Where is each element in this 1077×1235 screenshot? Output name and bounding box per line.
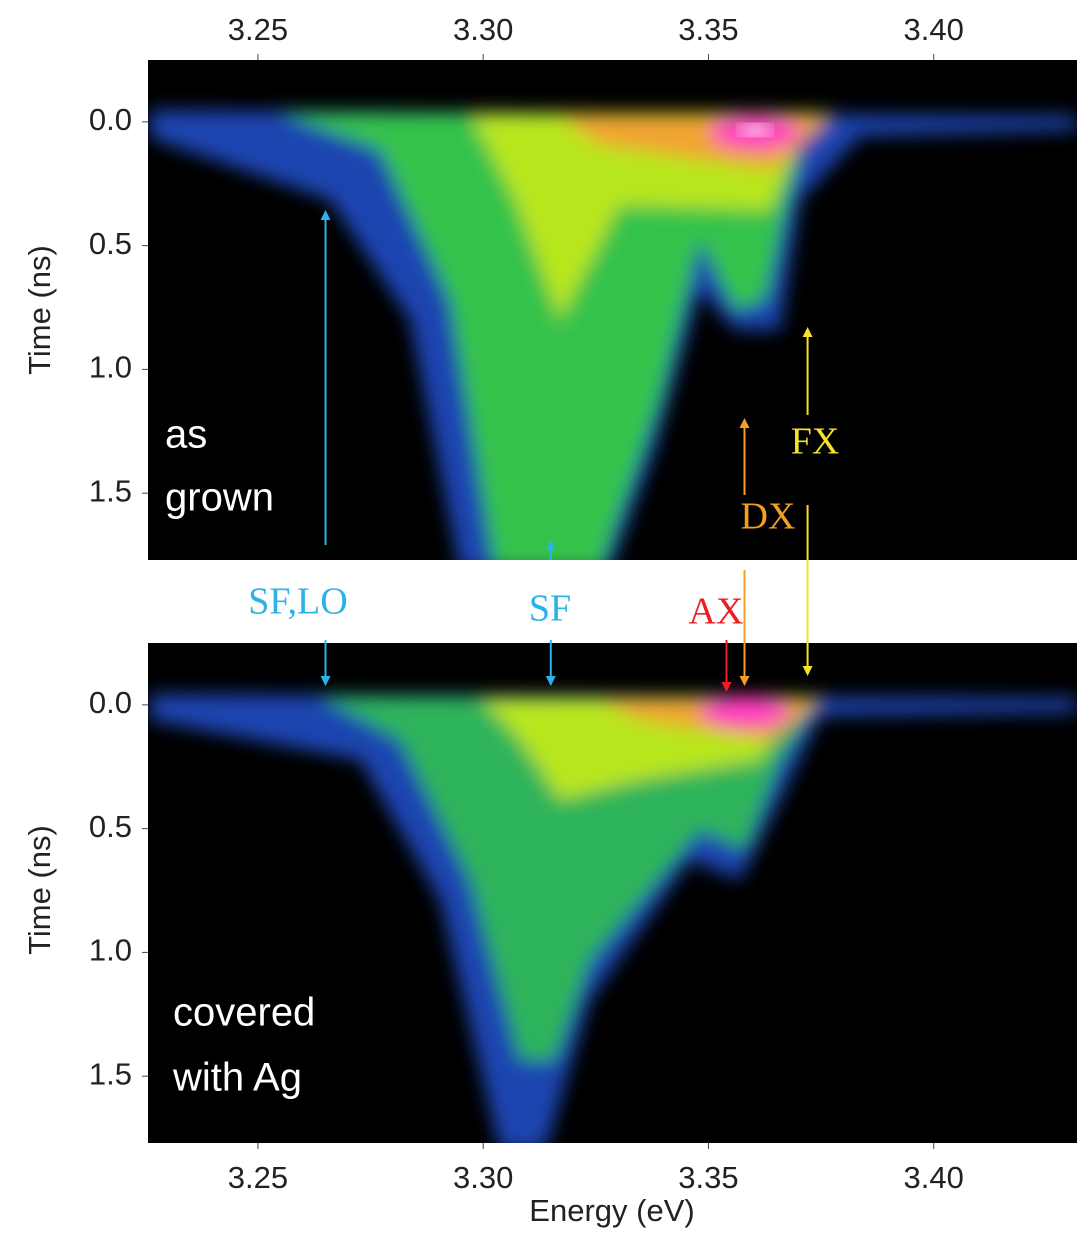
arrow-head <box>721 682 732 692</box>
arrow-head <box>739 418 750 428</box>
arrow-head <box>320 210 331 220</box>
panel-label: as <box>165 413 207 457</box>
arrow-head <box>739 676 750 686</box>
arrow-head <box>802 666 813 676</box>
panel-label: grown <box>165 476 274 520</box>
x-tick-label: 3.30 <box>453 1160 513 1195</box>
y-tick-label: 1.5 <box>89 1056 132 1091</box>
x-tick-label: 3.40 <box>904 1160 964 1195</box>
heatmap-bottom <box>148 643 1077 1143</box>
arrow-head <box>320 676 331 686</box>
x-tick-label: 3.35 <box>678 12 738 47</box>
annotation-label: AX <box>689 591 744 633</box>
annotation-label: DX <box>741 496 796 538</box>
annotation-label: SF,LO <box>248 581 347 623</box>
x-tick-label: 3.40 <box>904 12 964 47</box>
x-tick-label: 3.35 <box>678 1160 738 1195</box>
x-tick-label: 3.25 <box>228 12 288 47</box>
heatmap-top <box>148 60 1077 560</box>
y-tick-label: 1.0 <box>89 350 132 385</box>
x-tick-label: 3.25 <box>228 1160 288 1195</box>
y-tick-label: 0.5 <box>89 809 132 844</box>
arrow-head <box>802 327 813 337</box>
x-tick-label: 3.30 <box>453 12 513 47</box>
y-tick-label: 1.0 <box>89 933 132 968</box>
annotation-label: FX <box>791 421 840 463</box>
y-tick-label: 0.0 <box>89 102 132 137</box>
panel-label: covered <box>173 991 315 1035</box>
arrow-head <box>545 676 556 686</box>
y-axis-label: Time (ns) <box>22 825 57 955</box>
y-axis-label: Time (ns) <box>22 245 57 375</box>
x-axis-label: Energy (eV) <box>529 1193 694 1228</box>
panel-label: with Ag <box>172 1056 302 1100</box>
arrow-head <box>545 540 556 550</box>
y-tick-label: 0.0 <box>89 685 132 720</box>
annotation-label: SF <box>529 588 571 630</box>
y-tick-label: 0.5 <box>89 226 132 261</box>
y-tick-label: 1.5 <box>89 473 132 508</box>
